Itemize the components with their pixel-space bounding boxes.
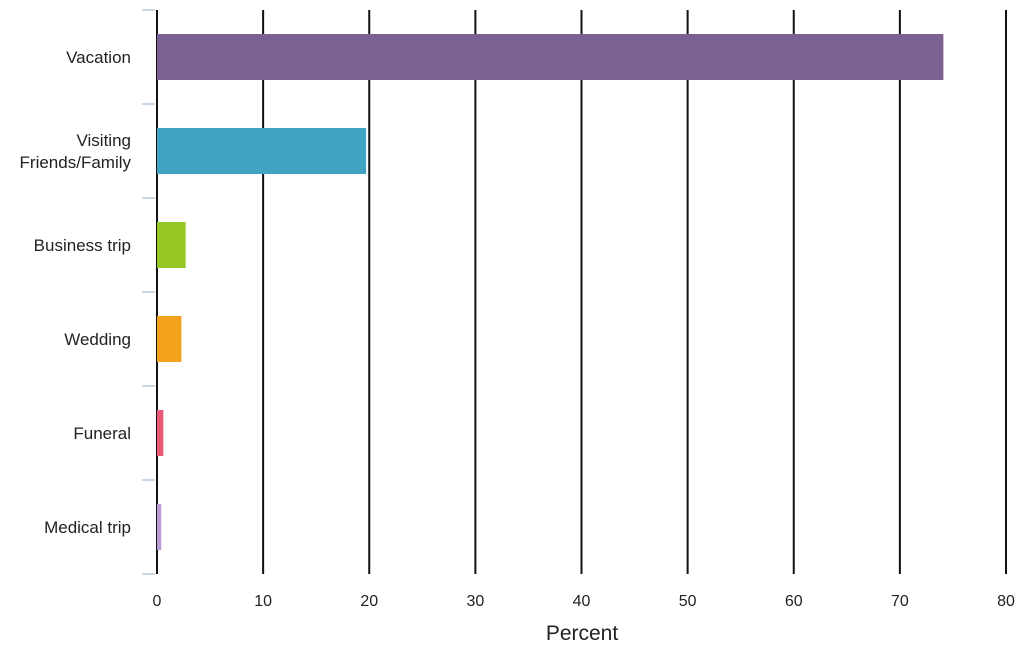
bar-business-trip xyxy=(157,222,186,268)
bars xyxy=(157,34,944,550)
category-label: Business trip xyxy=(34,236,131,255)
category-label: Wedding xyxy=(64,330,131,349)
y-axis xyxy=(142,9,155,575)
bar-wedding xyxy=(157,316,182,362)
bar-vacation xyxy=(157,34,944,80)
x-axis-title: Percent xyxy=(546,622,619,645)
x-tick-label: 60 xyxy=(785,593,803,610)
bar-medical-trip xyxy=(157,504,162,550)
x-tick-label: 50 xyxy=(679,593,697,610)
category-label: Medical trip xyxy=(44,518,131,537)
x-tick-label: 20 xyxy=(360,593,378,610)
category-label: Visiting Friends/Family xyxy=(20,131,132,172)
category-label: Vacation xyxy=(66,48,131,67)
bar-funeral xyxy=(157,410,164,456)
x-tick-label: 10 xyxy=(254,593,272,610)
category-labels: Vacation Visiting Friends/Family Business t… xyxy=(20,48,132,537)
x-tick-labels: 0 10 20 30 40 50 60 70 80 xyxy=(153,593,1015,610)
x-tick-label: 70 xyxy=(891,593,909,610)
x-tick-label: 40 xyxy=(573,593,591,610)
x-tick-label: 80 xyxy=(997,593,1015,610)
grid-lines xyxy=(156,10,1007,574)
bar-visiting-friends-family xyxy=(157,128,367,174)
category-label: Funeral xyxy=(73,424,131,443)
x-tick-label: 30 xyxy=(466,593,484,610)
x-tick-label: 0 xyxy=(153,593,162,610)
